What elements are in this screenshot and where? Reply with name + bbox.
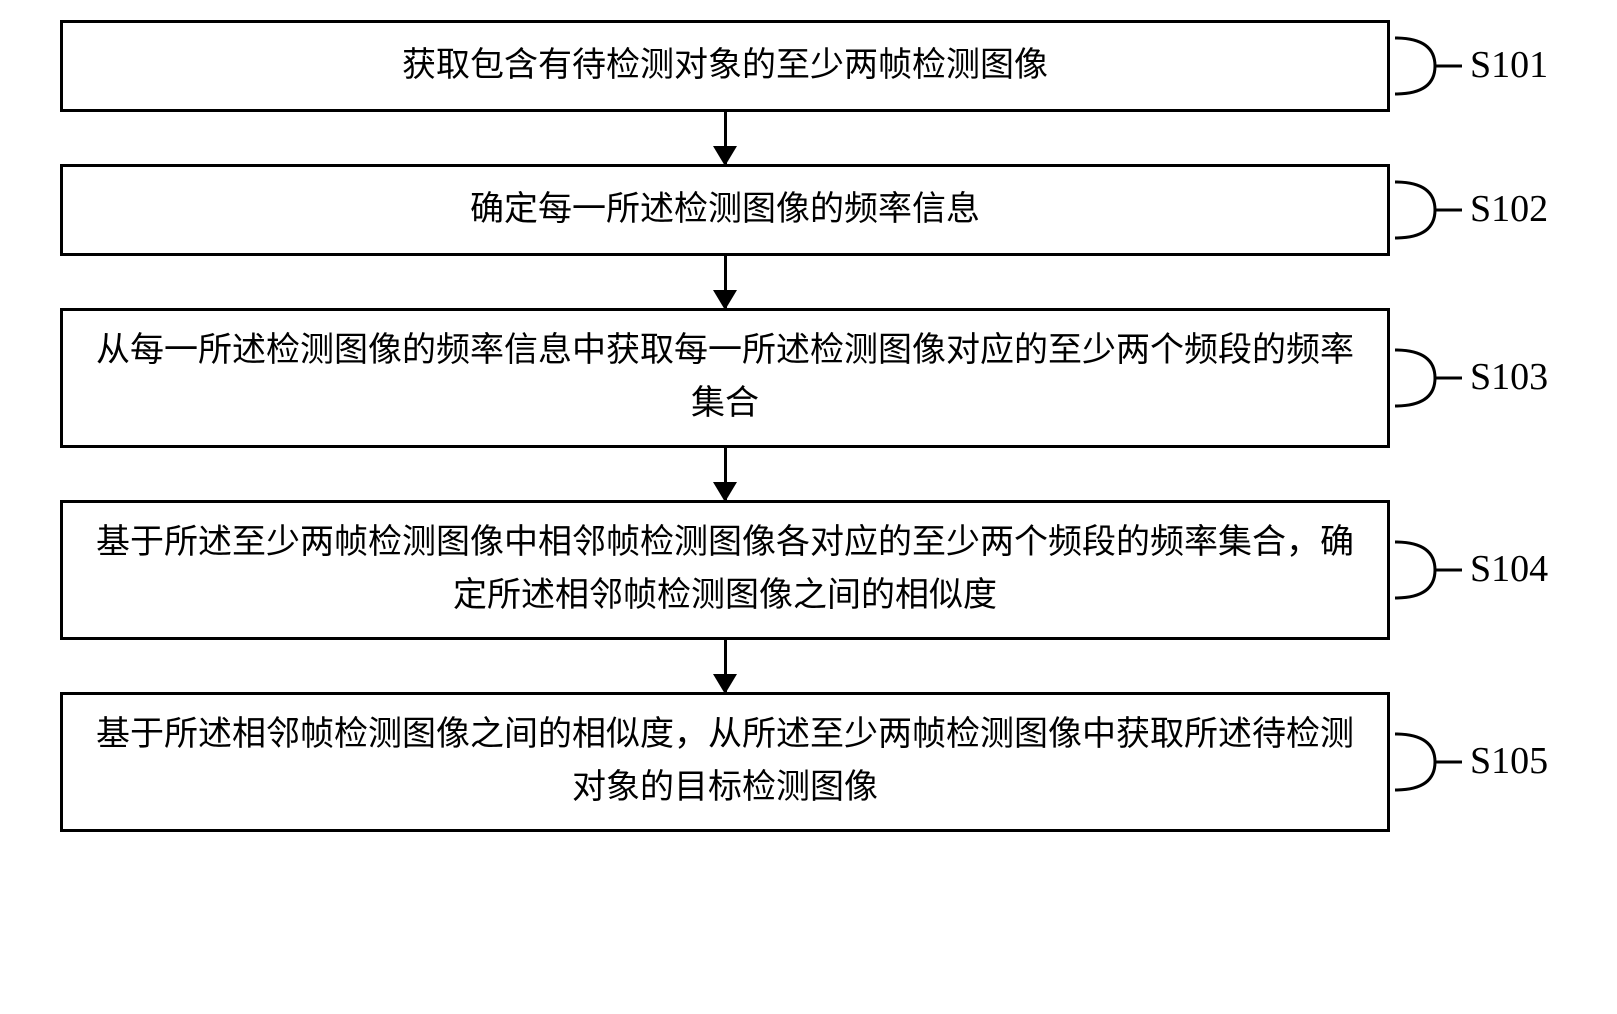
connector-line	[724, 112, 727, 164]
step-box: 确定每一所述检测图像的频率信息	[60, 164, 1390, 256]
label-connector-curve	[1390, 20, 1470, 112]
label-connector-curve	[1390, 308, 1470, 448]
arrowhead-icon	[713, 146, 737, 166]
label-connector-curve	[1390, 500, 1470, 640]
arrowhead-icon	[713, 482, 737, 502]
label-connector-curve	[1390, 692, 1470, 832]
label-connector-curve	[1390, 164, 1470, 256]
step-box: 基于所述至少两帧检测图像中相邻帧检测图像各对应的至少两个频段的频率集合，确定所述…	[60, 500, 1390, 640]
step-text: 从每一所述检测图像的频率信息中获取每一所述检测图像对应的至少两个频段的频率集合	[93, 325, 1357, 430]
step-box: 基于所述相邻帧检测图像之间的相似度，从所述至少两帧检测图像中获取所述待检测对象的…	[60, 692, 1390, 832]
flow-step-S103: 从每一所述检测图像的频率信息中获取每一所述检测图像对应的至少两个频段的频率集合 S…	[60, 308, 1560, 448]
arrowhead-icon	[713, 674, 737, 694]
flow-connector	[60, 448, 1390, 500]
step-label: S102	[1470, 187, 1548, 231]
flow-connector	[60, 112, 1390, 164]
flow-step-S102: 确定每一所述检测图像的频率信息 S102	[60, 164, 1560, 256]
step-box: 从每一所述检测图像的频率信息中获取每一所述检测图像对应的至少两个频段的频率集合	[60, 308, 1390, 448]
flow-connector	[60, 640, 1390, 692]
flow-step-S101: 获取包含有待检测对象的至少两帧检测图像 S101	[60, 20, 1560, 112]
connector-line	[724, 256, 727, 308]
step-label: S101	[1470, 43, 1548, 87]
step-text: 获取包含有待检测对象的至少两帧检测图像	[402, 40, 1048, 93]
flow-connector	[60, 256, 1390, 308]
flow-step-S105: 基于所述相邻帧检测图像之间的相似度，从所述至少两帧检测图像中获取所述待检测对象的…	[60, 692, 1560, 832]
step-label: S104	[1470, 547, 1548, 591]
step-text: 基于所述至少两帧检测图像中相邻帧检测图像各对应的至少两个频段的频率集合，确定所述…	[93, 517, 1357, 622]
step-text: 基于所述相邻帧检测图像之间的相似度，从所述至少两帧检测图像中获取所述待检测对象的…	[93, 709, 1357, 814]
flow-step-S104: 基于所述至少两帧检测图像中相邻帧检测图像各对应的至少两个频段的频率集合，确定所述…	[60, 500, 1560, 640]
step-label: S103	[1470, 355, 1548, 399]
connector-line	[724, 640, 727, 692]
step-text: 确定每一所述检测图像的频率信息	[470, 184, 980, 237]
arrowhead-icon	[713, 290, 737, 310]
flowchart-container: 获取包含有待检测对象的至少两帧检测图像 S101 确定每一所述检测图像的频率信息 S1…	[60, 20, 1560, 832]
step-label: S105	[1470, 739, 1548, 783]
connector-line	[724, 448, 727, 500]
step-box: 获取包含有待检测对象的至少两帧检测图像	[60, 20, 1390, 112]
